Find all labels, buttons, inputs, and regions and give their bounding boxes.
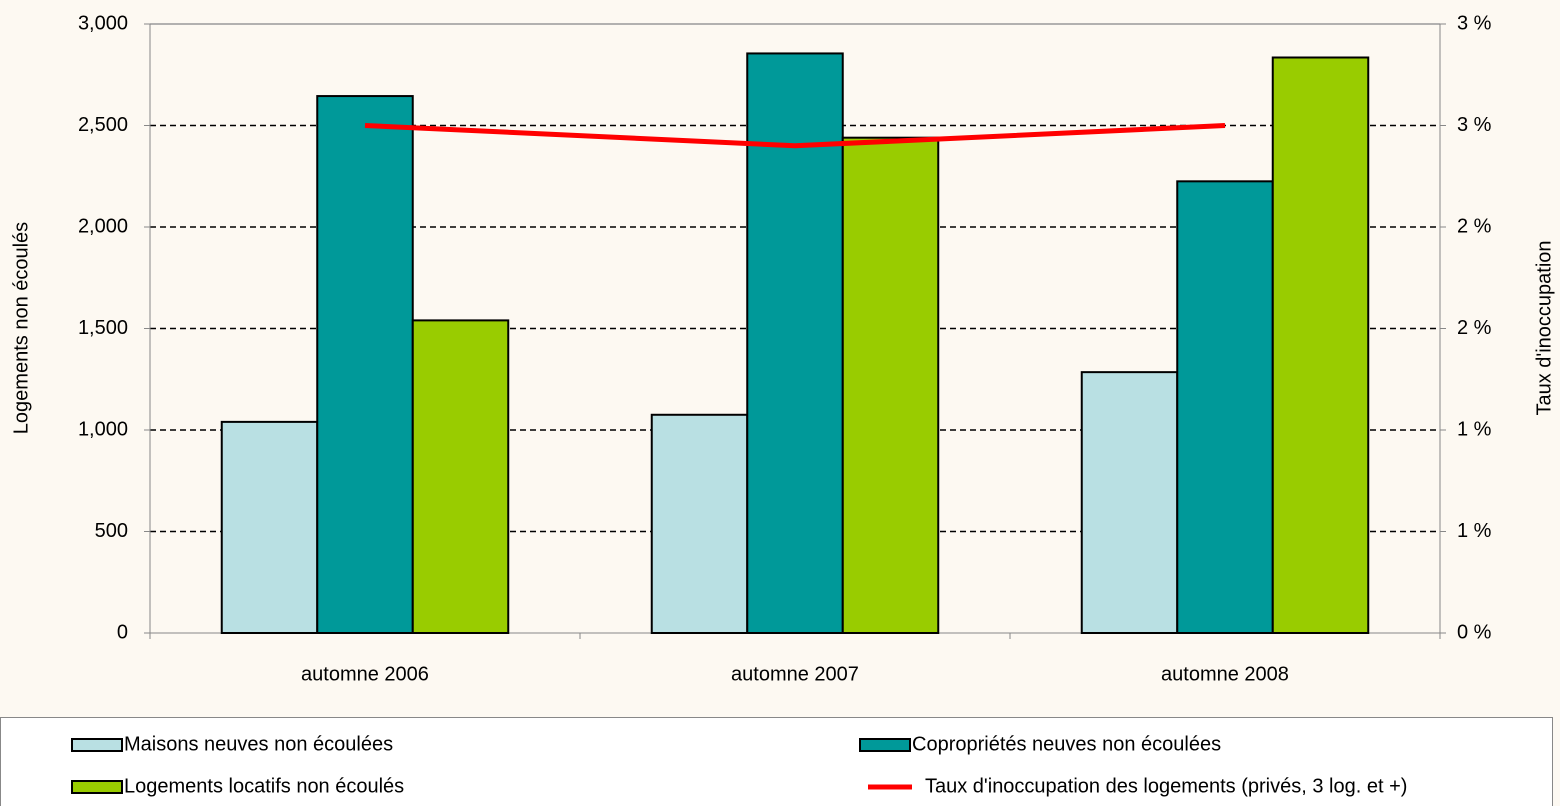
x-tick-label: automne 2006 <box>301 663 429 685</box>
bar <box>316 95 414 634</box>
y2-tick-label: 1 % <box>1457 418 1492 440</box>
y-tick-label: 1,500 <box>78 317 128 339</box>
y2-tick-label: 3 % <box>1457 12 1492 34</box>
x-tick-label: automne 2007 <box>731 663 859 685</box>
bar <box>1080 371 1179 634</box>
y2-tick-label: 1 % <box>1457 520 1492 542</box>
y2-axis-label: Taux d'inoccupation <box>1533 240 1555 415</box>
y-tick-label: 3,000 <box>78 12 128 34</box>
bar <box>841 136 940 634</box>
bar <box>220 420 319 634</box>
y-tick-label: 2,000 <box>78 215 128 237</box>
bar <box>1271 56 1370 635</box>
bar <box>746 52 844 635</box>
legend-label: Maisons neuves non écoulées <box>124 733 393 755</box>
line-series <box>364 123 1226 149</box>
bar <box>411 319 510 634</box>
x-tick-label: automne 2008 <box>1161 663 1289 685</box>
legend-label: Logements locatifs non écoulés <box>124 775 404 797</box>
y2-tick-label: 2 % <box>1457 317 1492 339</box>
legend-box <box>0 717 1553 806</box>
legend-label: Taux d'inoccupation des logements (privé… <box>925 775 1407 797</box>
bar <box>1176 180 1274 634</box>
legend-swatch <box>71 738 123 752</box>
bar <box>650 413 749 634</box>
y-tick-label: 500 <box>95 520 128 542</box>
y2-tick-label: 0 % <box>1457 621 1492 643</box>
legend-label: Copropriétés neuves non écoulées <box>912 733 1221 755</box>
y-axis-label: Logements non écoulés <box>10 222 32 434</box>
y-tick-label: 0 <box>117 621 128 643</box>
y-tick-label: 1,000 <box>78 418 128 440</box>
y2-tick-label: 3 % <box>1457 114 1492 136</box>
y-tick-label: 2,500 <box>78 114 128 136</box>
legend-swatch <box>71 780 123 794</box>
y2-tick-label: 2 % <box>1457 215 1492 237</box>
legend-swatch <box>859 738 911 752</box>
